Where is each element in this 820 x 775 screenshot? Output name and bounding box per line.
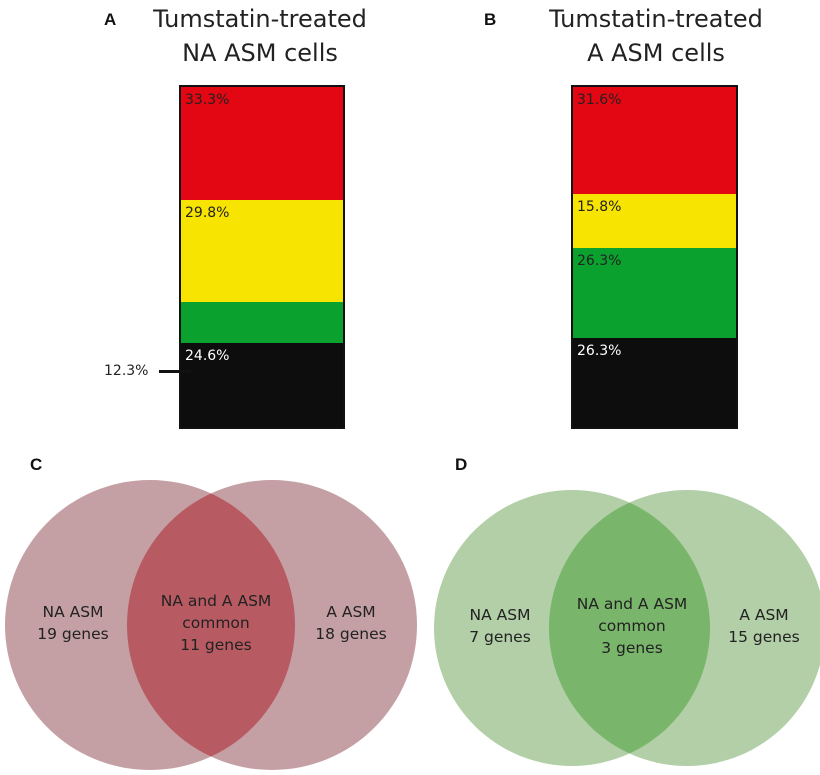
venn-c-left-line1: NA ASM — [43, 603, 104, 621]
bar-b-title: Tumstatin-treated A ASM cells — [546, 2, 766, 70]
bar-segment-label-green: 26.3% — [577, 253, 622, 270]
venn-d-right-line1: A ASM — [739, 606, 788, 624]
venn-c-overlap — [127, 480, 295, 770]
venn-diagram-c: NA ASM 19 genes NA and A ASM common 11 g… — [5, 480, 417, 770]
callout-line-green-a — [159, 370, 191, 373]
bar-segment-label-black: 24.6% — [185, 348, 230, 365]
panel-letter-c: C — [30, 455, 43, 474]
venn-c-mid-line2: common — [182, 614, 250, 632]
venn-d-overlap — [549, 490, 710, 766]
bar-segment-yellow — [573, 194, 736, 249]
panel-letter-a: A — [104, 10, 117, 29]
venn-diagram-d: NA ASM 7 genes NA and A ASM common 3 gen… — [434, 490, 820, 766]
venn-d-mid-line2: common — [598, 617, 666, 635]
stacked-bar-b: 31.6% 15.8% 26.3% 26.3% — [571, 85, 738, 429]
stacked-bar-a: 33.3% 29.8% 24.6% — [179, 85, 345, 429]
bar-segment-red — [573, 87, 736, 195]
bar-segment-label-red: 33.3% — [185, 92, 230, 108]
bar-a-title-line1: Tumstatin-treated — [153, 5, 367, 33]
bar-segment-label-black: 26.3% — [577, 342, 622, 359]
venn-c-mid-line3: 11 genes — [180, 636, 251, 654]
venn-c-right-line1: A ASM — [326, 603, 375, 621]
venn-c-mid-line1: NA and A ASM — [161, 592, 272, 610]
bar-segment-green — [181, 301, 343, 344]
bar-a-title-line2: NA ASM cells — [182, 39, 338, 67]
panel-letter-b: B — [484, 10, 497, 29]
venn-d-right-line2: 15 genes — [728, 628, 799, 646]
venn-c-right-line2: 18 genes — [315, 625, 386, 643]
bar-b-title-line2: A ASM cells — [587, 39, 725, 67]
bar-a-green-callout-label: 12.3% — [104, 363, 149, 379]
bar-b-title-line1: Tumstatin-treated — [549, 5, 763, 33]
bar-segment-red — [181, 87, 343, 201]
bar-segment-yellow — [181, 200, 343, 302]
venn-d-mid-line1: NA and A ASM — [577, 595, 688, 613]
bar-segment-black — [181, 343, 343, 427]
venn-c-left-line2: 19 genes — [37, 625, 108, 643]
bar-a-title: Tumstatin-treated NA ASM cells — [150, 2, 370, 70]
venn-d-left-line2: 7 genes — [469, 628, 531, 646]
bar-segment-black — [573, 337, 736, 427]
venn-d-left-line1: NA ASM — [470, 606, 531, 624]
venn-d-mid-line3: 3 genes — [601, 639, 663, 657]
bar-segment-label-yellow: 29.8% — [185, 205, 230, 222]
bar-segment-label-red: 31.6% — [577, 92, 622, 108]
bar-segment-label-yellow: 15.8% — [577, 199, 622, 216]
panel-letter-d: D — [455, 455, 468, 474]
bar-segment-green — [573, 248, 736, 338]
